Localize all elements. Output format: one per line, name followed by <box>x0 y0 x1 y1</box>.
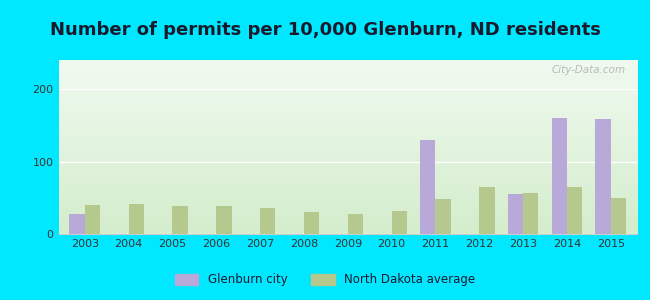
Bar <box>172 206 188 234</box>
Bar <box>523 193 538 234</box>
Bar <box>216 206 231 234</box>
Bar <box>436 199 450 234</box>
Bar <box>260 208 276 234</box>
Bar <box>70 214 84 234</box>
Bar <box>348 214 363 234</box>
Bar <box>611 198 626 234</box>
Bar <box>508 194 523 234</box>
Text: Number of permits per 10,000 Glenburn, ND residents: Number of permits per 10,000 Glenburn, N… <box>49 21 601 39</box>
Legend: Glenburn city, North Dakota average: Glenburn city, North Dakota average <box>170 269 480 291</box>
Bar <box>552 118 567 234</box>
Bar <box>567 187 582 234</box>
Bar <box>129 203 144 234</box>
Bar <box>391 211 407 234</box>
Bar <box>595 119 611 234</box>
Bar <box>304 212 319 234</box>
Bar <box>420 140 436 234</box>
Bar <box>84 205 100 234</box>
Text: City-Data.com: City-Data.com <box>551 65 625 75</box>
Bar <box>479 187 495 234</box>
